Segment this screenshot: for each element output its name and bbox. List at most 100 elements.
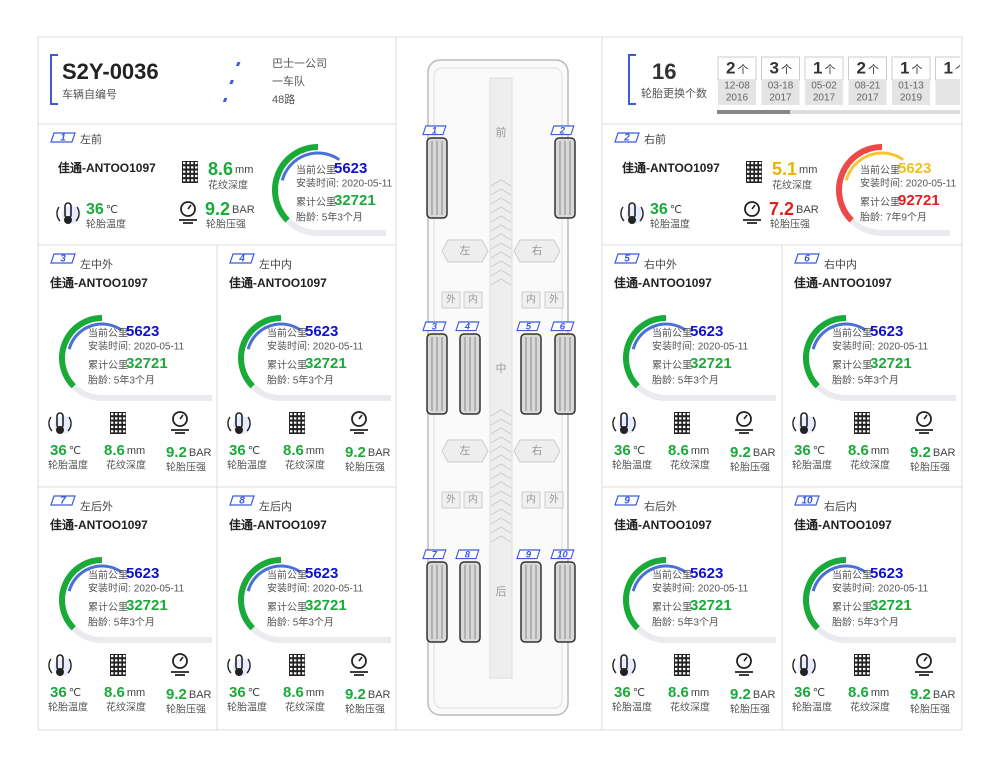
pressure-label: 轮胎压强 xyxy=(910,461,950,474)
tag: 巴士一公司 xyxy=(272,57,327,70)
icon-part xyxy=(751,179,754,182)
history-year: 2017 xyxy=(769,93,792,104)
total-label: 累计公里 xyxy=(832,601,872,614)
badge-shape xyxy=(614,132,640,143)
icon-part xyxy=(302,425,305,429)
pressure-unit: BAR xyxy=(753,447,776,459)
icon-part xyxy=(867,421,870,424)
gauge-inner xyxy=(844,151,905,181)
gauge-inner xyxy=(246,322,302,350)
icon-part xyxy=(123,421,126,424)
brand: 佳通-ANTOO1097 xyxy=(794,275,892,290)
pressure: 9.2 xyxy=(910,686,931,703)
icon-part xyxy=(859,417,862,420)
history-unit: 个 xyxy=(911,63,922,76)
depth-unit: mm xyxy=(306,687,324,699)
icon-part xyxy=(191,162,194,165)
icon-part xyxy=(172,411,188,427)
pressure-icon xyxy=(179,201,197,224)
icon-part xyxy=(302,430,305,433)
pressure-unit: BAR xyxy=(368,689,391,701)
icon-part xyxy=(915,429,933,434)
history-year: 2016 xyxy=(726,93,749,104)
depth-label: 花纹深度 xyxy=(850,459,890,472)
pressure-unit: BAR xyxy=(232,204,255,216)
icon-part xyxy=(687,413,690,416)
temp-label: 轮胎温度 xyxy=(48,459,88,472)
temp-icon xyxy=(56,202,80,224)
icon-part xyxy=(683,663,686,666)
history-count: 1 xyxy=(900,58,909,77)
chevron xyxy=(490,233,512,241)
icon-part xyxy=(298,672,301,675)
icon-part xyxy=(863,667,866,671)
icon-part xyxy=(115,655,118,658)
install-label: 安装时间: xyxy=(652,340,695,353)
icon-part xyxy=(687,663,690,666)
chevron xyxy=(490,260,512,268)
icon-part xyxy=(179,219,197,224)
icon-part xyxy=(679,417,682,420)
pressure: 9.2 xyxy=(910,444,931,461)
icon-part xyxy=(111,663,114,666)
gauge-arc xyxy=(238,315,282,389)
badge-number: 5 xyxy=(526,321,532,332)
icon-part xyxy=(290,413,293,416)
depth-unit: mm xyxy=(871,445,889,457)
bus-label: 外 xyxy=(446,294,456,306)
pressure-icon xyxy=(171,411,189,434)
icon-part xyxy=(183,170,186,173)
icon-part xyxy=(679,659,682,662)
pressure-icon xyxy=(350,653,368,676)
temp: 36 xyxy=(86,201,104,218)
chevron xyxy=(490,472,512,480)
gauge-arc xyxy=(623,315,667,389)
chevron xyxy=(490,445,512,453)
icon-part xyxy=(119,667,122,671)
icon-part xyxy=(683,417,686,420)
icon-part xyxy=(679,425,682,429)
age-label: 胎龄: xyxy=(652,616,675,629)
icon-part xyxy=(235,668,243,676)
icon-part xyxy=(859,667,862,671)
badge-shape xyxy=(516,321,541,332)
icon-part xyxy=(290,667,293,671)
icon-part xyxy=(298,425,301,429)
icon-part xyxy=(171,671,189,676)
badge-number: 5 xyxy=(624,254,630,265)
badge-shape xyxy=(50,253,76,264)
icon-part xyxy=(867,417,870,420)
icon-part xyxy=(755,166,758,169)
icon-part xyxy=(119,663,122,666)
icon-part xyxy=(294,659,297,662)
icon-part xyxy=(227,416,251,432)
current-km: 5623 xyxy=(898,160,931,177)
icon-part xyxy=(675,413,678,416)
temp-unit: ℃ xyxy=(248,445,260,457)
icon-part xyxy=(290,417,293,420)
icon-part xyxy=(855,672,858,675)
icon-part xyxy=(800,668,808,676)
icon-part xyxy=(294,430,297,433)
bus-label: 前 xyxy=(496,125,507,139)
depth-icon xyxy=(182,161,198,183)
temp-label: 轮胎温度 xyxy=(86,218,126,231)
history-unit: 个 xyxy=(781,63,792,76)
pressure-unit: BAR xyxy=(933,689,956,701)
tire-badge: 2 xyxy=(550,125,575,136)
icon-part xyxy=(855,667,858,671)
icon-part xyxy=(302,655,305,658)
icon-part xyxy=(863,430,866,433)
total-label: 累计公里 xyxy=(88,601,128,614)
history-unit: 个 xyxy=(955,63,966,76)
icon-part xyxy=(755,162,758,165)
total-km: 32721 xyxy=(126,355,168,372)
icon-part xyxy=(119,430,122,433)
depth-icon xyxy=(854,412,870,434)
replaced-label: 轮胎更换个数 xyxy=(641,86,707,100)
icon-part xyxy=(867,413,870,416)
temp-unit: ℃ xyxy=(633,445,645,457)
badge-number: 3 xyxy=(432,321,438,332)
icon-part xyxy=(916,653,932,669)
icon-part xyxy=(683,425,686,429)
